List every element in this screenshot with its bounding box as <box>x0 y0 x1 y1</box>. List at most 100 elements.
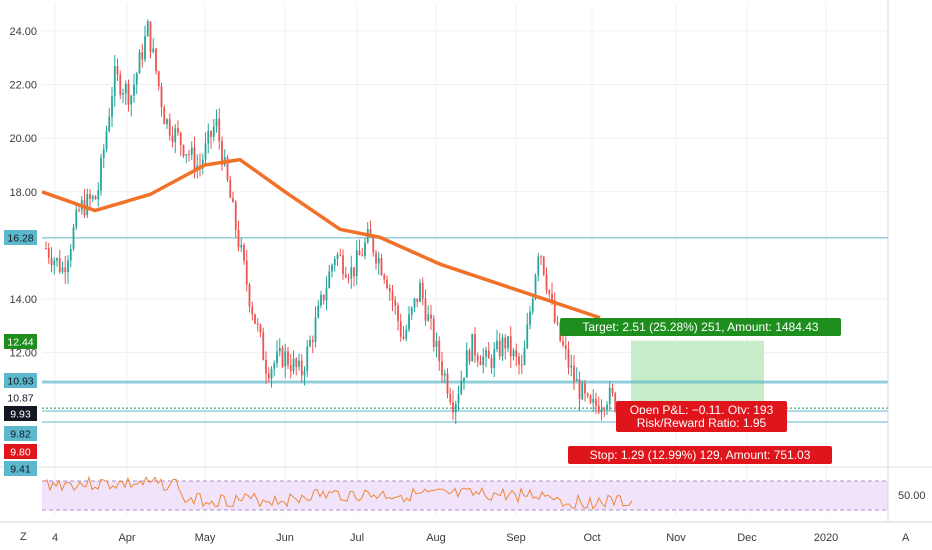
candle-body <box>232 197 234 203</box>
candle-body <box>193 147 196 171</box>
position-tool[interactable]: Target: 2.51 (25.28%) 251, Amount: 1484.… <box>560 318 841 464</box>
candle-body <box>122 93 124 95</box>
x-tick-label: 4 <box>52 532 58 544</box>
candle-body <box>284 351 287 367</box>
candle-body <box>364 242 366 256</box>
candle-body <box>256 323 259 325</box>
candle-body <box>432 318 435 347</box>
candle-body <box>545 274 548 291</box>
x-tick-label: Jul <box>350 532 364 544</box>
candle-body <box>548 290 551 295</box>
zoom-toggle[interactable]: Z <box>20 531 27 543</box>
candle-body <box>273 363 276 369</box>
candle-body <box>479 361 482 365</box>
candle-body <box>595 399 597 406</box>
candle-body <box>229 179 232 198</box>
candle-body <box>496 340 498 350</box>
x-tick-label: Dec <box>737 532 757 544</box>
candle-body <box>441 361 443 376</box>
candle-body <box>270 368 273 379</box>
candle-body <box>141 52 144 60</box>
candle-body <box>482 356 485 365</box>
candle-body <box>380 258 383 275</box>
candle-body <box>111 96 113 117</box>
y-tick-label: 22.00 <box>9 80 37 92</box>
candle-body <box>135 73 138 85</box>
candle-body <box>333 258 336 266</box>
candle-body <box>493 349 496 368</box>
candle-body <box>350 267 353 279</box>
candle-body <box>317 305 320 318</box>
price-label-bg <box>4 334 37 349</box>
candle-body <box>201 159 204 167</box>
candle-body <box>336 254 339 259</box>
price-label-bg <box>4 373 37 388</box>
candle-body <box>138 52 141 74</box>
x-tick-label: Nov <box>666 532 686 544</box>
price-label-bg <box>4 444 37 459</box>
candle-body <box>328 271 331 288</box>
candle-body <box>160 86 163 108</box>
candle-body <box>542 256 545 275</box>
candle-body <box>221 140 223 166</box>
candle-body <box>146 21 149 37</box>
candle-body <box>512 350 515 357</box>
candle-body <box>166 119 168 125</box>
auto-scale-toggle[interactable]: A <box>902 532 910 544</box>
price-label: 10.93 <box>7 376 33 388</box>
candle-body <box>267 373 270 379</box>
candle-body <box>603 409 606 411</box>
candle-body <box>243 245 245 261</box>
candle-body <box>64 267 67 273</box>
candle-body <box>210 131 212 137</box>
candle-body <box>504 337 507 349</box>
candle-body <box>369 229 372 237</box>
candle-body <box>551 294 553 301</box>
candle-body <box>179 132 182 146</box>
rsi-level-label: 50.00 <box>898 490 926 502</box>
price-label: 12.44 <box>7 337 33 349</box>
candle-body <box>218 118 221 141</box>
candle-body <box>100 157 102 191</box>
candle-body <box>72 227 75 249</box>
candle-body <box>105 130 108 150</box>
candle-body <box>102 149 105 158</box>
candle-body <box>465 350 468 378</box>
price-label: 9.41 <box>10 464 31 476</box>
candle-body <box>394 300 397 306</box>
candlestick-series <box>45 19 625 430</box>
candle-body <box>278 347 281 352</box>
ma-line <box>41 157 601 320</box>
candle-body <box>446 373 449 394</box>
candle-body <box>606 404 608 410</box>
candle-body <box>397 305 399 322</box>
candle-body <box>353 267 355 277</box>
candle-body <box>215 118 218 127</box>
candle-body <box>372 236 375 253</box>
y-tick-label: 24.00 <box>9 26 37 38</box>
candle-body <box>262 332 265 360</box>
candle-body <box>556 322 559 324</box>
candle-body <box>427 314 430 321</box>
x-tick-label: Jun <box>276 532 294 544</box>
candle-body <box>388 288 391 292</box>
candle-body <box>375 252 377 264</box>
risk-reward-label: Risk/Reward Ratio: 1.95 <box>637 416 767 430</box>
candle-body <box>58 258 61 272</box>
candle-body <box>452 402 454 413</box>
candle-body <box>152 48 155 52</box>
candle-body <box>383 274 386 280</box>
candle-body <box>163 107 166 125</box>
candle-body <box>45 248 47 250</box>
candle-body <box>298 360 300 367</box>
candle-body <box>47 248 50 258</box>
candle-body <box>386 279 388 289</box>
candle-body <box>377 258 380 264</box>
price-label-bg <box>4 230 37 245</box>
candle-body <box>190 147 193 155</box>
candle-body <box>410 307 413 315</box>
candle-body <box>526 324 529 348</box>
candle-body <box>540 256 542 258</box>
candle-body <box>564 345 567 350</box>
